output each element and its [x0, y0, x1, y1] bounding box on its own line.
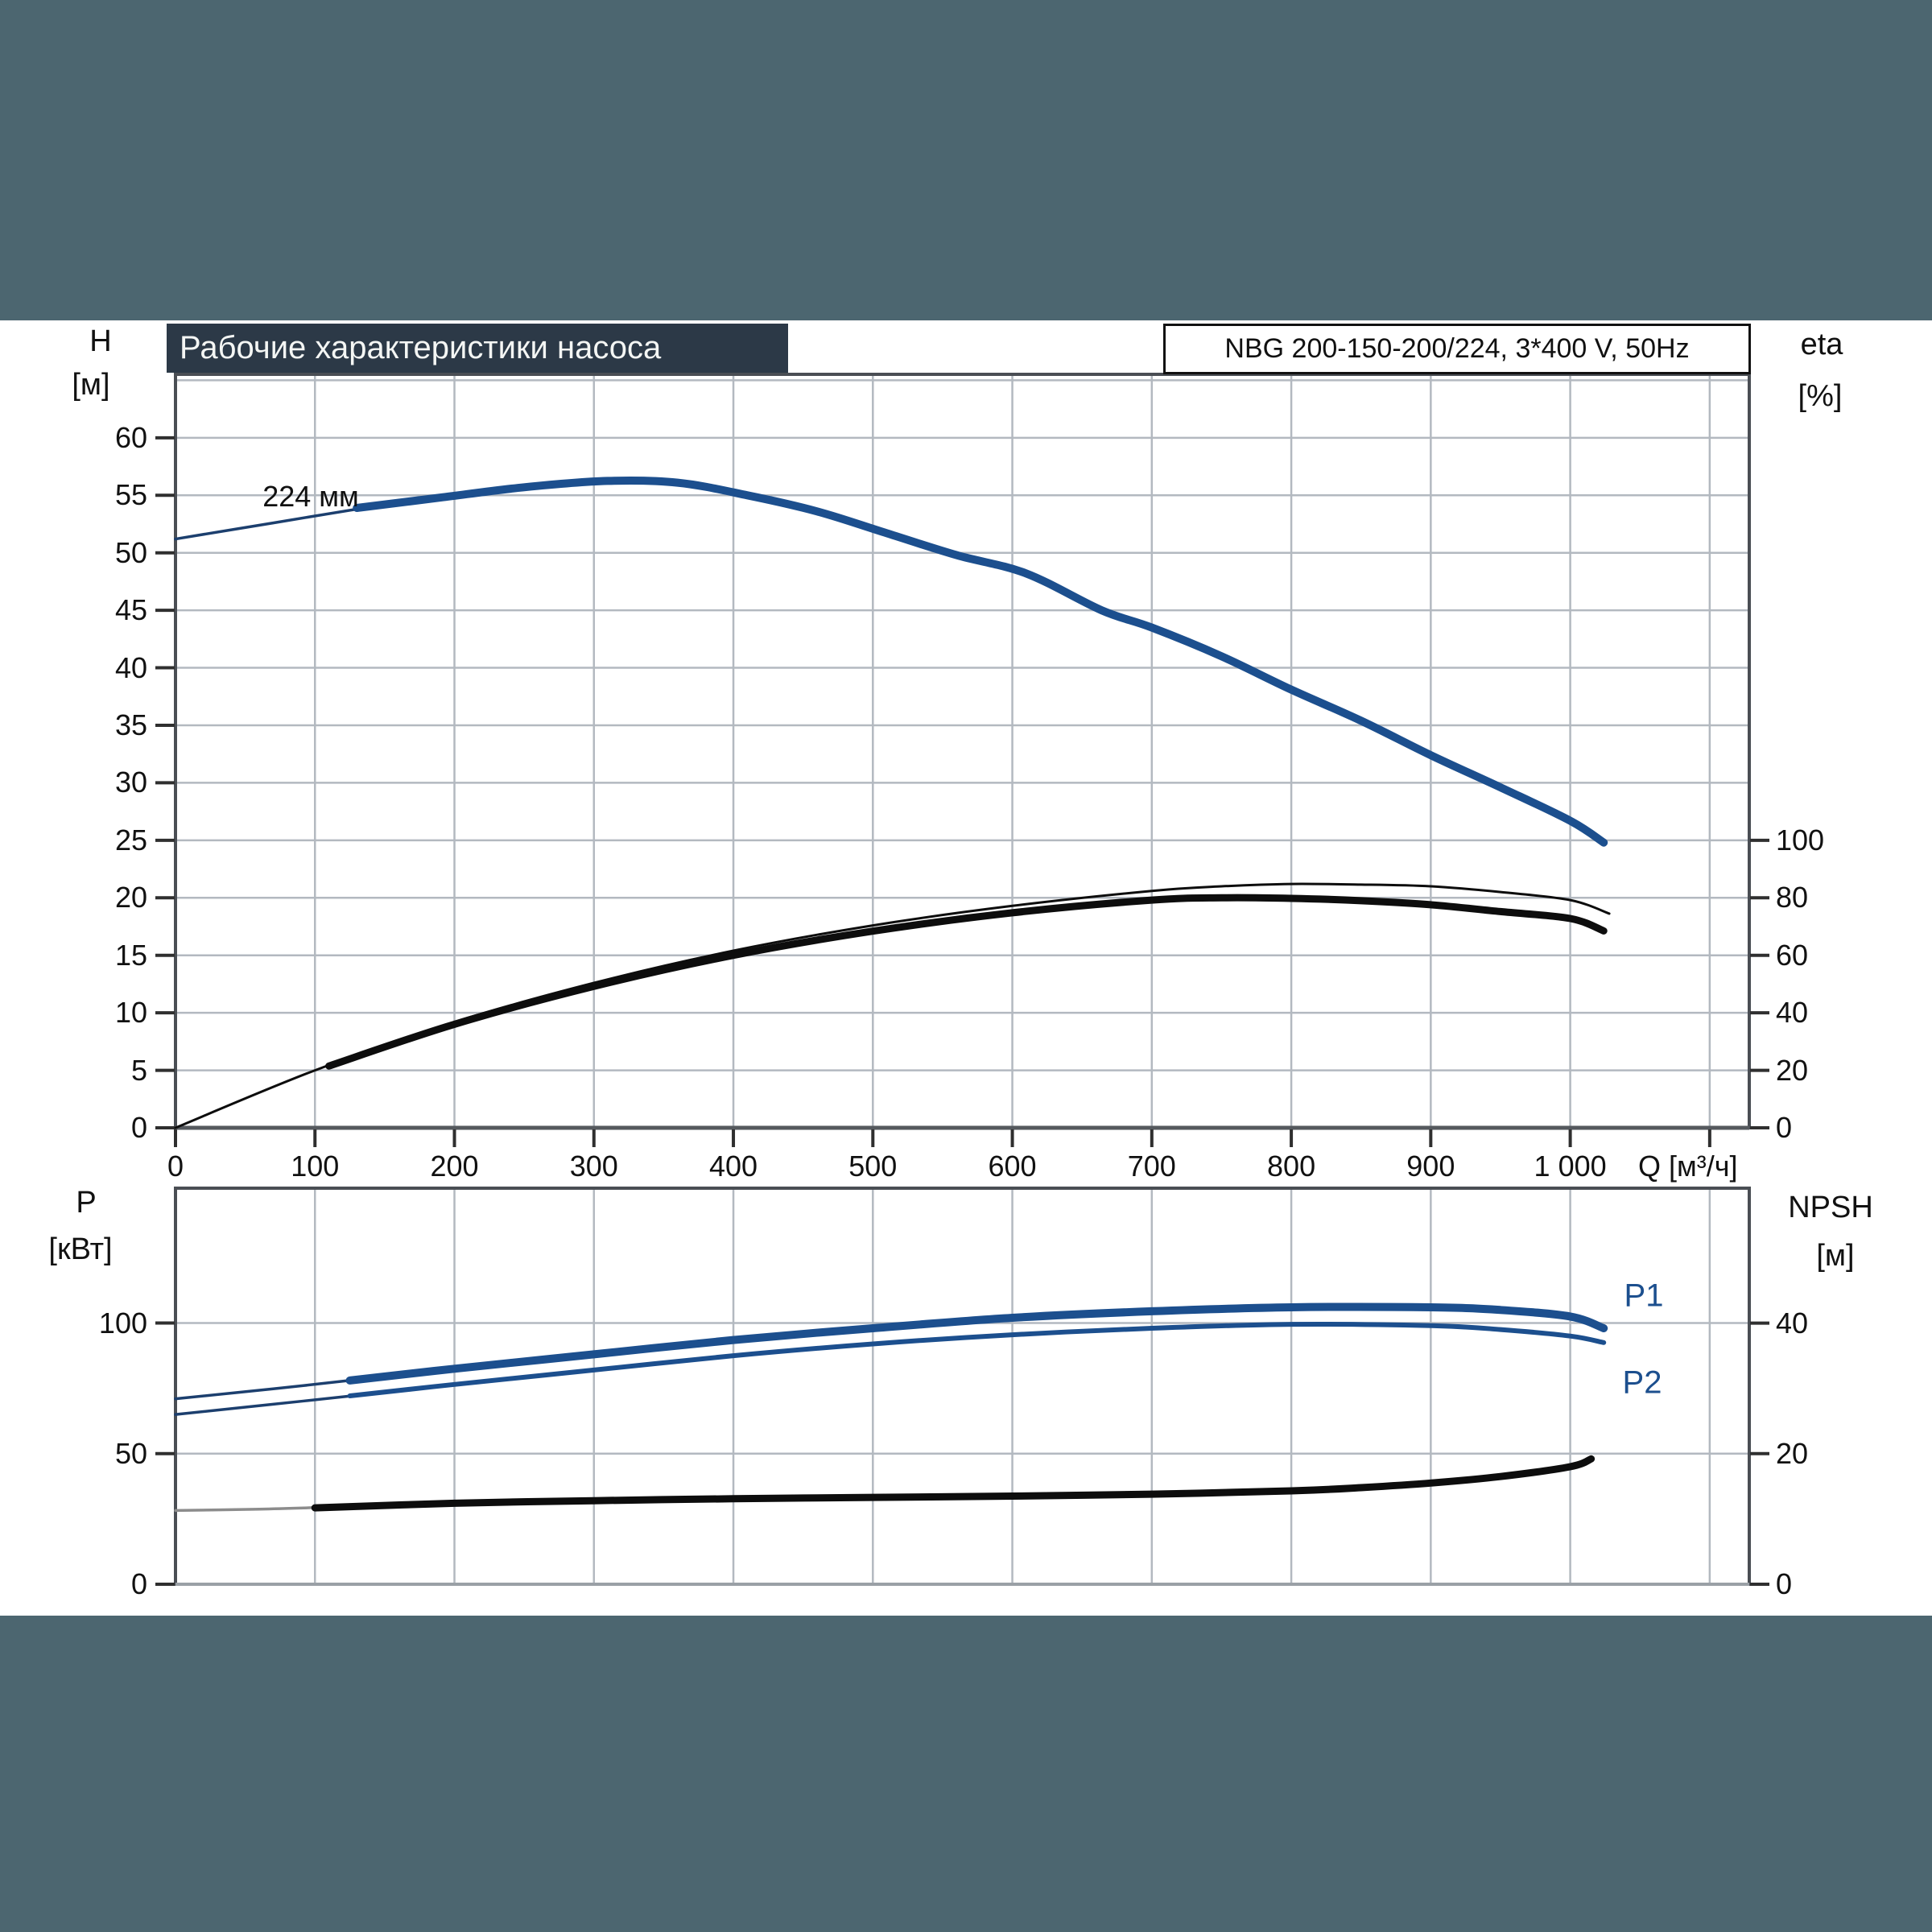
- q-axis-tick-label: 400: [708, 1150, 758, 1183]
- q-axis-tick-label: 600: [988, 1150, 1037, 1183]
- curve-head-224mm: [353, 476, 1608, 847]
- q-axis-tick-label: 300: [569, 1150, 618, 1183]
- h-axis-tick-label: 40: [114, 650, 147, 684]
- p-axis-tick-label: 100: [98, 1306, 147, 1340]
- npsh-axis-tick-label: 20: [1776, 1436, 1809, 1470]
- q-axis-tick-label: 900: [1406, 1150, 1455, 1183]
- h-axis-unit: [м]: [72, 368, 110, 402]
- q-axis-tick-label: 800: [1267, 1150, 1316, 1183]
- h-axis-tick-label: 5: [130, 1053, 147, 1087]
- q-axis-tick-label: 700: [1127, 1150, 1176, 1183]
- curve-eta: [325, 894, 1608, 1070]
- p-axis-tick-label: 0: [130, 1567, 147, 1600]
- h-axis-tick-label: 45: [114, 593, 147, 627]
- h-axis-tick-label: 20: [114, 881, 147, 914]
- pump-model-box: NBG 200-150-200/224, 3*400 V, 50Hz: [1163, 324, 1751, 374]
- h-axis-tick-label: 35: [114, 708, 147, 741]
- h-axis-tick-label: 10: [114, 996, 147, 1030]
- eta-axis-tick-label: 60: [1776, 938, 1809, 972]
- q-axis-unit-label: Q [м³/ч]: [1638, 1150, 1738, 1183]
- eta-axis-unit: [%]: [1798, 379, 1843, 413]
- npsh-axis-name: NPSH: [1788, 1191, 1873, 1224]
- curve-P2: [347, 1321, 1607, 1399]
- curve-NPSH: [311, 1455, 1596, 1512]
- h-axis-tick-label: 50: [114, 535, 147, 569]
- curve-P1-thin: [174, 1377, 365, 1401]
- h-axis-name: H: [89, 324, 112, 358]
- q-axis-tick-label: 100: [291, 1150, 340, 1183]
- eta-axis-name: eta: [1800, 328, 1843, 361]
- curve-NPSH-thin: [174, 1505, 331, 1513]
- p-axis-name: P: [76, 1186, 97, 1220]
- eta-axis-tick-label: 20: [1776, 1053, 1809, 1087]
- curve-head-224mm-thin: [174, 505, 373, 541]
- p-axis-unit: [кВт]: [48, 1232, 113, 1266]
- q-axis-tick-label: 200: [430, 1150, 479, 1183]
- p-axis-tick-label: 50: [114, 1436, 147, 1470]
- bottom-plot-border: [174, 1187, 1751, 1586]
- eta-axis-tick-label: 100: [1776, 823, 1825, 857]
- h-axis-tick-label: 25: [114, 823, 147, 857]
- npsh-axis-tick-label: 0: [1776, 1567, 1793, 1600]
- eta-axis-tick-label: 40: [1776, 996, 1809, 1030]
- h-axis-tick-label: 55: [114, 478, 147, 512]
- top-plot-border: [174, 373, 1751, 1129]
- h-axis-tick-label: 60: [114, 420, 147, 454]
- curve-eta-thin: [174, 882, 1611, 1129]
- h-axis-tick-label: 30: [114, 766, 147, 799]
- curve-P1: [345, 1302, 1608, 1385]
- q-axis-tick-label: 500: [848, 1150, 898, 1183]
- h-axis-tick-label: 15: [114, 938, 147, 972]
- impeller-diameter-label: 224 мм: [262, 480, 359, 513]
- chart-title-bar: Рабочие характеристики насоса: [167, 324, 788, 373]
- npsh-axis-tick-label: 40: [1776, 1306, 1809, 1340]
- p1-curve-label: P1: [1624, 1278, 1664, 1314]
- h-axis-tick-label: 0: [130, 1111, 147, 1144]
- pump-model-label: NBG 200-150-200/224, 3*400 V, 50Hz: [1224, 333, 1690, 364]
- npsh-axis-unit: [м]: [1816, 1239, 1855, 1273]
- curve-P2-thin: [174, 1393, 365, 1416]
- eta-axis-tick-label: 80: [1776, 881, 1809, 914]
- q-axis-tick-label: 1 000: [1534, 1150, 1607, 1183]
- bottom-teal-band: [0, 1616, 1932, 1932]
- chart-title: Рабочие характеристики насоса: [180, 330, 662, 365]
- q-axis-tick-label: 0: [167, 1150, 184, 1183]
- eta-axis-tick-label: 0: [1776, 1111, 1793, 1144]
- top-teal-band: [0, 0, 1932, 320]
- p2-curve-label: P2: [1622, 1364, 1662, 1401]
